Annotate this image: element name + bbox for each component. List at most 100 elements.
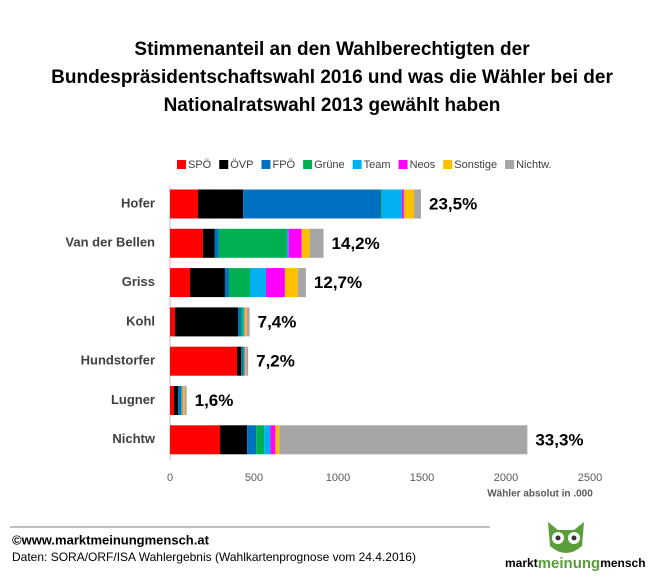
logo-part: markt <box>505 556 538 570</box>
bar-segment <box>170 268 190 298</box>
bar-segment <box>228 268 250 298</box>
y-tick-label: Van der Bellen <box>65 235 155 250</box>
footer-source: Daten: SORA/ORF/ISA Wahlergebnis (Wahlka… <box>12 550 416 564</box>
chart-title: Bundespräsidentschaftswahl 2016 und was … <box>51 67 613 88</box>
bar-segment <box>309 228 324 258</box>
bar-segment <box>249 268 266 298</box>
bar-segment <box>241 346 244 376</box>
x-tick-label: 1500 <box>410 472 434 484</box>
bar-segment <box>288 228 302 258</box>
bar-segment <box>381 189 402 219</box>
bar-segment <box>265 268 285 298</box>
total-label: 7,4% <box>258 312 297 331</box>
chart-title: Nationalratswahl 2013 gewählt haben <box>164 95 501 116</box>
bar-segment <box>182 386 183 415</box>
legend-label: Grüne <box>314 159 345 171</box>
x-axis-label: Wähler absolut in .000 <box>487 489 593 500</box>
x-tick-label: 0 <box>167 472 173 484</box>
bar-segment <box>286 228 289 258</box>
x-tick-label: 1000 <box>326 472 350 484</box>
legend-label: FPÖ <box>272 159 295 171</box>
bar-segment <box>243 189 382 219</box>
bar-segment <box>170 189 199 219</box>
bar-segment <box>238 307 242 337</box>
bar-segment <box>184 386 187 415</box>
y-tick-label: Nichtw <box>112 431 156 446</box>
legend-swatch <box>505 160 515 169</box>
bar-segment <box>170 386 175 415</box>
chart-title: Stimmenanteil an den Wahlberechtigten de… <box>134 39 530 60</box>
bar-segment <box>279 425 528 455</box>
bar-segment <box>381 189 382 219</box>
legend-label: Team <box>364 159 391 171</box>
bar-segment <box>247 425 257 455</box>
bar-segment <box>243 346 245 376</box>
legend-label: ÖVP <box>230 159 253 171</box>
legend-label: Neos <box>410 159 436 171</box>
bar-segment <box>178 386 182 415</box>
bar-segment <box>256 425 265 455</box>
x-tick-label: 500 <box>245 472 263 484</box>
total-label: 23,5% <box>429 194 477 213</box>
legend-swatch <box>177 160 186 169</box>
bar-segment <box>243 307 245 337</box>
y-tick-label: Griss <box>122 274 155 289</box>
bar-segment <box>170 425 221 455</box>
legend-swatch <box>352 160 362 169</box>
bar-segment <box>244 346 246 376</box>
bar-segment <box>189 268 225 298</box>
legend-swatch <box>443 160 453 169</box>
bar-segment <box>401 189 404 219</box>
bar-segment <box>246 346 249 376</box>
bar-segment <box>237 346 242 376</box>
logo-part: meinung <box>538 555 601 572</box>
y-tick-label: Lugner <box>111 392 155 407</box>
y-tick-label: Hofer <box>121 195 155 210</box>
y-tick-label: Kohl <box>126 313 155 328</box>
total-label: 33,3% <box>535 430 583 449</box>
bar-segment <box>244 346 245 376</box>
bar-segment <box>264 425 271 455</box>
total-label: 1,6% <box>195 391 234 410</box>
bar-segment <box>198 189 244 219</box>
bar-segment <box>170 307 176 337</box>
logo-part: mensch <box>600 556 645 570</box>
bar-segment <box>413 189 421 219</box>
y-tick-label: Hundstorfer <box>81 353 155 368</box>
legend-label: Sonstige <box>454 159 497 171</box>
bar-segment <box>270 425 276 455</box>
x-tick-label: 2000 <box>494 472 518 484</box>
bar-segment <box>218 228 287 258</box>
logo-text: marktmeinungmensch <box>505 555 646 572</box>
logo-icon <box>548 522 584 553</box>
bar-segment <box>220 425 248 455</box>
bar-segment <box>174 386 179 415</box>
bar-segment <box>246 307 250 337</box>
bar-segment <box>275 425 280 455</box>
total-label: 12,7% <box>314 273 362 292</box>
legend-swatch <box>303 160 313 169</box>
legend-swatch <box>219 160 229 169</box>
bar-segment <box>175 307 239 337</box>
legend-label: Nichtw. <box>516 159 551 171</box>
bar-segment <box>244 307 247 337</box>
bar-segment <box>284 268 298 298</box>
legend-label: SPÖ <box>188 159 212 171</box>
x-tick-label: 2500 <box>578 472 602 484</box>
bar-segment <box>403 189 414 219</box>
bar-segment <box>170 346 238 376</box>
total-label: 14,2% <box>332 234 380 253</box>
bar-segment <box>202 228 215 258</box>
legend-swatch <box>398 160 408 169</box>
bar-segment <box>181 386 183 415</box>
bar-segment <box>241 307 244 337</box>
legend-swatch <box>261 160 271 169</box>
bar-segment <box>245 346 247 376</box>
bar-segment <box>224 268 229 298</box>
bar-segment <box>301 228 310 258</box>
bar-segment <box>182 386 185 415</box>
footer-website: ©www.marktmeinungmensch.at <box>12 532 210 547</box>
bar-segment <box>181 386 182 415</box>
